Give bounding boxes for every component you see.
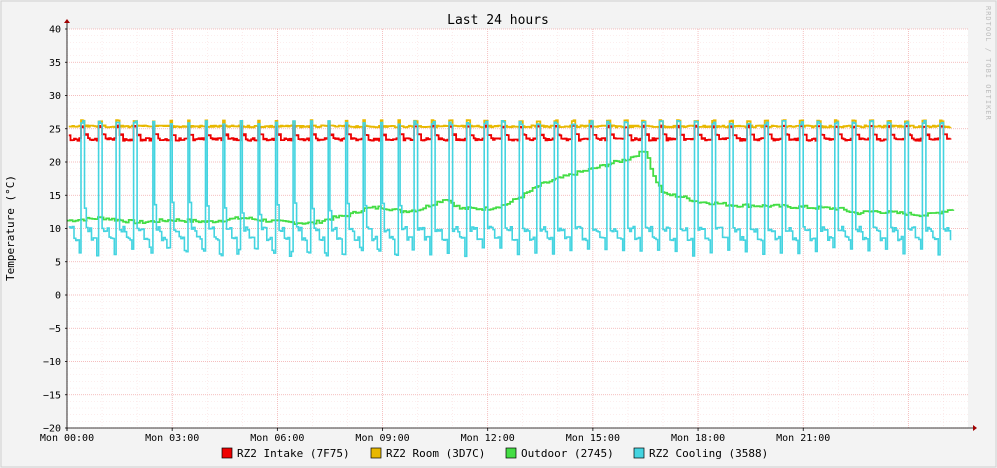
legend-label: RZ2 Cooling (3588) [649,447,768,460]
chart-title: Last 24 hours [447,13,549,28]
series-layer [67,119,955,258]
x-tick-label: Mon 09:00 [355,433,409,444]
axes [64,19,977,431]
legend-label: Outdoor (2745) [521,447,614,460]
rrdtool-watermark: RRDTOOL / TOBI OETIKER [984,6,992,121]
series-line-3 [67,150,955,225]
x-tick-label: Mon 00:00 [40,433,94,444]
y-tick-label: 35 [49,58,61,69]
y-tick-label: 25 [49,124,61,135]
legend-label: RZ2 Intake (7F75) [237,447,350,460]
y-tick-label: 5 [55,257,61,268]
y-tick-label: −10 [43,357,61,368]
legend: RZ2 Intake (7F75) RZ2 Room (3D7C) Outdoor … [221,447,768,460]
x-tick-label: Mon 12:00 [461,433,515,444]
legend-swatch [505,447,517,459]
series-line-4 [68,120,952,258]
y-tick-label: 10 [49,224,61,235]
y-tick-label: 30 [49,91,61,102]
x-tick-label: Mon 15:00 [566,433,620,444]
y-tick-label: 0 [55,291,61,302]
y-axis-arrow [64,19,70,23]
y-tick-label: 20 [49,158,61,169]
legend-swatch [221,447,233,459]
x-tick-label: Mon 03:00 [145,433,199,444]
x-tick-label: Mon 18:00 [671,433,725,444]
legend-swatch [633,447,645,459]
legend-label: RZ2 Room (3D7C) [386,447,485,460]
x-tick-label: Mon 21:00 [776,433,830,444]
series-line-1 [68,124,952,142]
y-tick-label: −15 [43,390,61,401]
grid [66,28,968,429]
x-tick-label: Mon 06:00 [250,433,304,444]
y-tick-label: 40 [49,25,61,36]
series-line-2 [68,119,952,129]
y-tick-label: −20 [43,424,61,435]
x-axis-arrow [973,425,977,431]
y-tick-label: −5 [49,324,61,335]
y-tick-label: 15 [49,191,61,202]
legend-swatch [370,447,382,459]
y-axis-label: Temperature (°C) [4,175,17,281]
